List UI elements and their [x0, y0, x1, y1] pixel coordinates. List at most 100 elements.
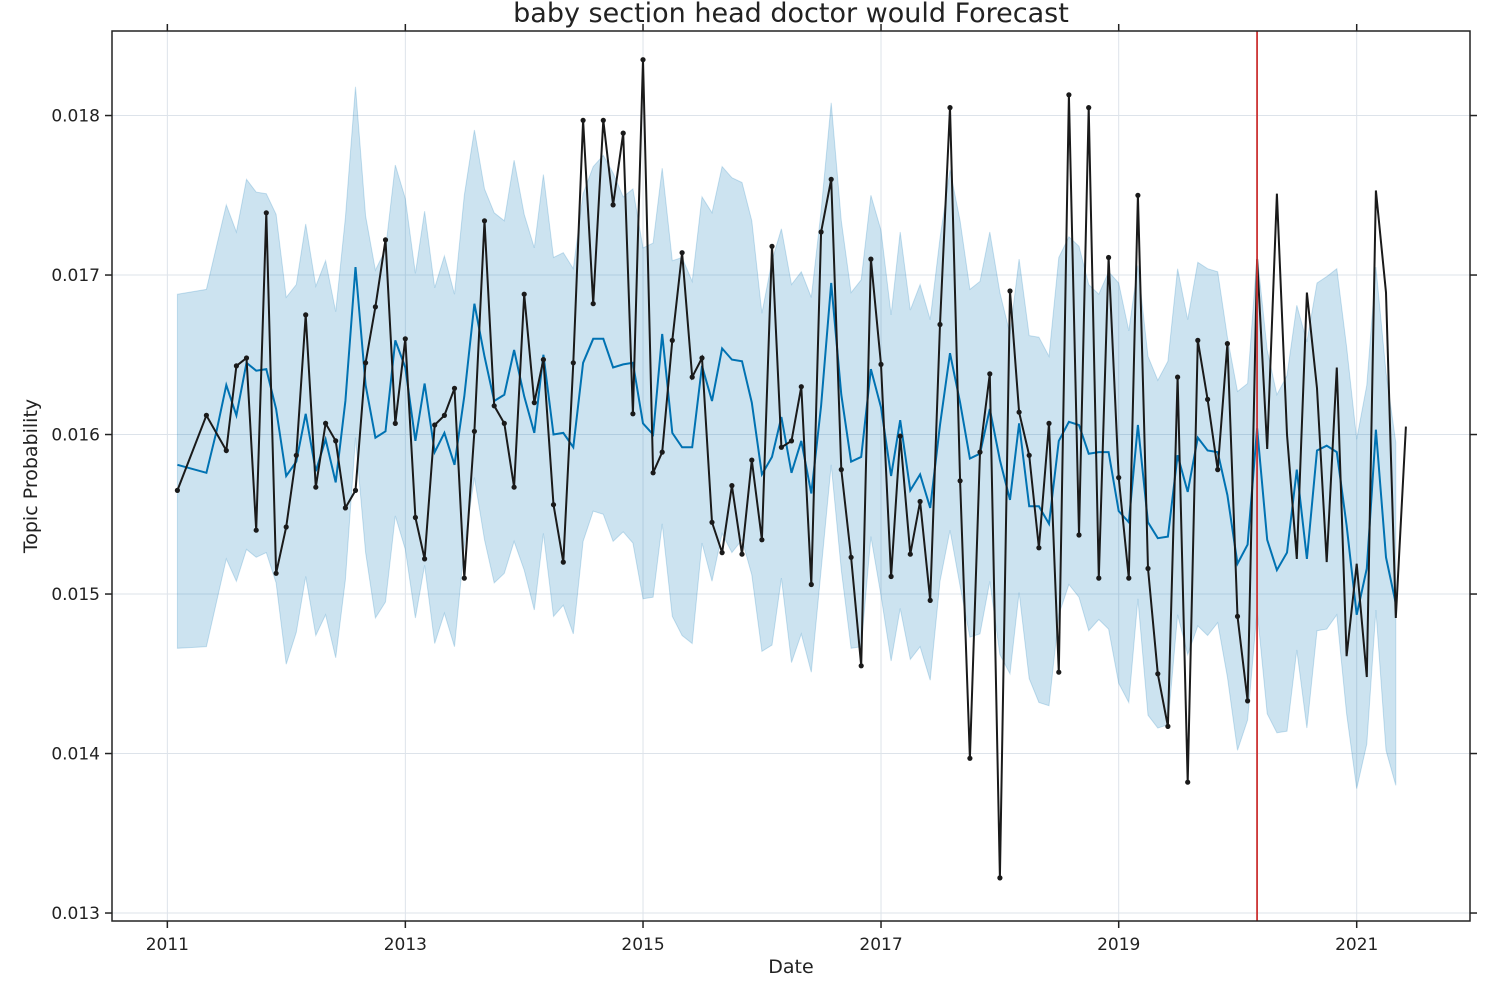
- y-tick-label: 0.015: [51, 585, 100, 605]
- observed-point: [769, 243, 775, 249]
- x-tick-label: 2017: [859, 935, 902, 955]
- observed-point: [1036, 545, 1042, 551]
- observed-point: [897, 433, 903, 439]
- observed-point: [471, 428, 477, 434]
- observed-point: [838, 467, 844, 473]
- observed-point: [531, 400, 537, 406]
- y-tick-label: 0.014: [51, 745, 100, 765]
- observed-point: [412, 514, 418, 521]
- observed-point: [1195, 337, 1201, 343]
- observed-point: [1056, 669, 1062, 675]
- observed-point: [1165, 723, 1171, 730]
- observed-point: [818, 229, 824, 235]
- observed-point: [540, 357, 547, 363]
- observed-point: [313, 484, 319, 490]
- observed-point: [788, 438, 795, 444]
- observed-point: [848, 554, 854, 560]
- observed-point: [679, 250, 685, 256]
- observed-point: [1215, 467, 1221, 473]
- observed-point: [273, 570, 279, 576]
- chart-title: baby section head doctor would Forecast: [513, 0, 1069, 29]
- observed-point: [947, 105, 953, 111]
- observed-point: [481, 218, 488, 224]
- observed-point: [501, 420, 507, 426]
- observed-point: [511, 484, 517, 490]
- observed-point: [283, 524, 289, 530]
- observed-point: [223, 447, 229, 454]
- observed-point: [293, 452, 299, 458]
- observed-point: [1155, 671, 1161, 677]
- observed-point: [363, 360, 369, 366]
- observed-point: [1185, 779, 1191, 785]
- x-tick-label: 2011: [146, 935, 189, 955]
- observed-point: [1224, 341, 1230, 347]
- observed-point: [858, 663, 864, 669]
- observed-point: [778, 444, 785, 450]
- observed-point: [243, 355, 250, 361]
- observed-point: [1086, 105, 1092, 111]
- observed-point: [451, 385, 458, 391]
- observed-point: [1046, 420, 1052, 426]
- observed-point: [1145, 565, 1151, 572]
- observed-point: [739, 551, 745, 557]
- observed-point: [997, 875, 1003, 881]
- observed-point: [352, 487, 359, 493]
- observed-point: [967, 755, 973, 761]
- observed-point: [1007, 288, 1013, 294]
- observed-point: [333, 438, 339, 444]
- observed-point: [669, 337, 675, 343]
- y-tick-label: 0.017: [51, 266, 100, 286]
- observed-point: [1076, 532, 1082, 538]
- observed-point: [749, 457, 755, 463]
- observed-point: [907, 551, 913, 557]
- observed-point: [253, 527, 259, 533]
- observed-point: [808, 581, 814, 588]
- observed-point: [233, 363, 239, 369]
- observed-point: [1234, 613, 1241, 620]
- y-tick-label: 0.018: [51, 107, 100, 127]
- x-tick-label: 2015: [621, 935, 664, 955]
- observed-point: [521, 291, 527, 297]
- observed-point: [640, 57, 646, 63]
- observed-line: [176, 59, 1407, 878]
- axis-ticks: 2011 2013 2015 2017 2019 2021 0.013 0.014 0.015 0…: [51, 24, 1477, 955]
- observed-point: [630, 411, 636, 417]
- plot-area: [174, 57, 1407, 881]
- observed-point: [382, 237, 389, 243]
- observed-point: [461, 575, 467, 581]
- observed-point: [927, 597, 933, 604]
- observed-point: [1026, 452, 1032, 458]
- observed-point: [798, 384, 804, 390]
- observed-point: [1096, 575, 1102, 581]
- observed-point: [650, 470, 656, 476]
- x-tick-label: 2019: [1097, 935, 1140, 955]
- y-tick-label: 0.016: [51, 426, 100, 446]
- observed-point: [323, 420, 329, 426]
- x-axis-title: Date: [768, 956, 813, 978]
- observed-point: [402, 336, 408, 342]
- observed-point: [868, 256, 874, 262]
- observed-point: [937, 321, 943, 328]
- y-axis-title: Topic Probability: [20, 399, 42, 554]
- observed-point: [600, 117, 606, 123]
- observed-point: [719, 550, 725, 556]
- observed-point: [1116, 475, 1122, 481]
- observed-point: [372, 304, 378, 310]
- observed-point: [303, 312, 309, 318]
- y-tick-label: 0.013: [51, 904, 100, 924]
- observed-point: [610, 202, 616, 208]
- observed-point: [1205, 396, 1211, 402]
- observed-point: [432, 422, 438, 428]
- observed-point: [709, 519, 715, 525]
- observed-point: [878, 361, 884, 367]
- observed-point: [342, 505, 348, 511]
- observed-point: [491, 403, 497, 409]
- observed-point: [1126, 575, 1132, 581]
- observed-point: [422, 556, 428, 562]
- observed-point: [957, 478, 963, 484]
- observed-point: [620, 130, 626, 136]
- observed-point: [659, 449, 665, 455]
- observed-point: [174, 487, 180, 493]
- observed-point: [699, 355, 705, 361]
- plot-frame: [111, 30, 1471, 922]
